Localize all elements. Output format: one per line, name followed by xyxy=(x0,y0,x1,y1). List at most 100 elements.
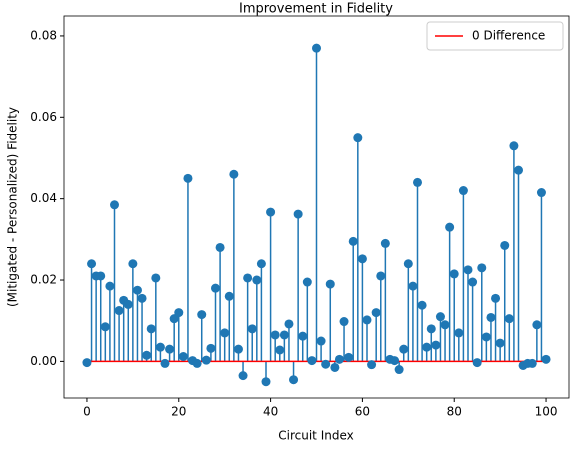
stem-marker xyxy=(371,308,381,318)
y-tick-label: 0.02 xyxy=(30,273,57,287)
x-tick-label: 80 xyxy=(447,405,462,419)
y-tick-label: 0.04 xyxy=(30,191,57,205)
y-tick-label: 0.08 xyxy=(30,28,57,42)
stem-marker xyxy=(275,345,285,355)
stem-marker xyxy=(527,358,537,368)
stem-marker xyxy=(504,314,514,324)
stem-marker xyxy=(137,293,147,303)
legend-box xyxy=(426,21,564,51)
stem-marker xyxy=(367,360,377,370)
stem-marker xyxy=(169,314,179,324)
y-tick-label: 0.06 xyxy=(30,110,57,124)
stem-marker xyxy=(146,324,156,334)
stem-marker xyxy=(463,265,473,275)
stem-marker xyxy=(536,188,546,198)
stem-marker xyxy=(183,173,193,183)
stem-marker xyxy=(293,209,303,219)
stem-marker xyxy=(100,322,110,332)
stem-marker xyxy=(334,354,344,364)
stem-marker xyxy=(82,358,92,368)
stem-marker xyxy=(376,271,386,281)
stem-marker xyxy=(532,320,542,330)
stem-marker xyxy=(403,259,413,269)
stem-marker xyxy=(394,365,404,375)
stem-marker xyxy=(362,315,372,325)
stem-marker xyxy=(224,291,234,301)
x-tick-label: 60 xyxy=(355,405,370,419)
stem-marker xyxy=(114,306,124,316)
stem-marker xyxy=(307,356,317,366)
stem-marker xyxy=(514,165,523,175)
stem-marker xyxy=(325,279,335,289)
x-tick-label: 0 xyxy=(83,405,91,419)
stem-marker xyxy=(477,263,487,273)
stem-marker xyxy=(426,324,436,334)
stem-marker xyxy=(500,240,510,250)
stem-marker xyxy=(491,293,501,303)
stem-marker xyxy=(238,371,248,381)
stem-marker xyxy=(256,259,266,269)
stem-marker xyxy=(435,312,445,322)
stem-marker xyxy=(261,377,271,387)
stem-marker xyxy=(440,320,450,330)
stem-marker xyxy=(408,281,418,291)
legend-label: 0 Difference xyxy=(472,29,545,43)
y-axis-label: (Mitigated - Personalized) Fidelity xyxy=(6,107,20,307)
stem-marker xyxy=(266,207,276,217)
stem-marker xyxy=(321,359,331,369)
plot-frame xyxy=(63,15,570,399)
stem-marker xyxy=(178,352,188,362)
stem-marker xyxy=(399,344,409,354)
stem-marker xyxy=(298,331,308,341)
stem-marker xyxy=(312,43,321,53)
stem-marker xyxy=(472,358,482,368)
x-axis-label: Circuit Index xyxy=(278,429,353,443)
stem-marker xyxy=(279,330,289,340)
stem-marker xyxy=(417,300,427,310)
stem-marker xyxy=(206,343,216,353)
stem-marker xyxy=(247,324,257,334)
stem-marker xyxy=(87,259,97,269)
stem-marker xyxy=(174,308,184,318)
stem-marker xyxy=(270,330,280,340)
stem-marker xyxy=(252,275,262,285)
stem-marker xyxy=(229,169,239,179)
stem-marker xyxy=(495,338,505,348)
stem-marker xyxy=(468,277,478,287)
stem-marker xyxy=(96,271,106,281)
stem-marker xyxy=(220,328,230,338)
chart-title: Improvement in Fidelity xyxy=(239,2,393,17)
stem-marker xyxy=(201,355,211,365)
stem-marker xyxy=(509,141,519,151)
stem-marker xyxy=(445,222,455,232)
stem-marker xyxy=(458,186,468,196)
stem-marker xyxy=(413,177,422,187)
stem-marker xyxy=(486,312,496,322)
stem-marker xyxy=(165,344,175,354)
stem-marker xyxy=(357,254,367,264)
stem-marker xyxy=(192,358,202,368)
stem-marker xyxy=(339,317,349,327)
stem-marker xyxy=(330,362,340,372)
stem-marker xyxy=(541,354,551,364)
stem-marker xyxy=(390,356,400,366)
stem-marker xyxy=(215,242,225,252)
stem-marker xyxy=(454,328,464,338)
stem-marker xyxy=(348,236,358,246)
stem-marker xyxy=(449,269,459,279)
stem-marker xyxy=(233,344,243,354)
stem-marker xyxy=(211,283,220,293)
stem-marker xyxy=(422,342,432,352)
stem-marker xyxy=(197,310,207,320)
stem-marker xyxy=(344,352,354,362)
stem-marker xyxy=(353,133,363,143)
x-tick-label: 40 xyxy=(263,405,278,419)
stem-marker xyxy=(151,273,161,283)
stem-marker xyxy=(142,350,152,360)
stem-marker xyxy=(110,200,119,210)
stem-marker xyxy=(284,319,294,329)
stem-marker xyxy=(243,273,253,283)
stem-marker xyxy=(302,277,312,287)
stem-marker xyxy=(380,238,390,248)
